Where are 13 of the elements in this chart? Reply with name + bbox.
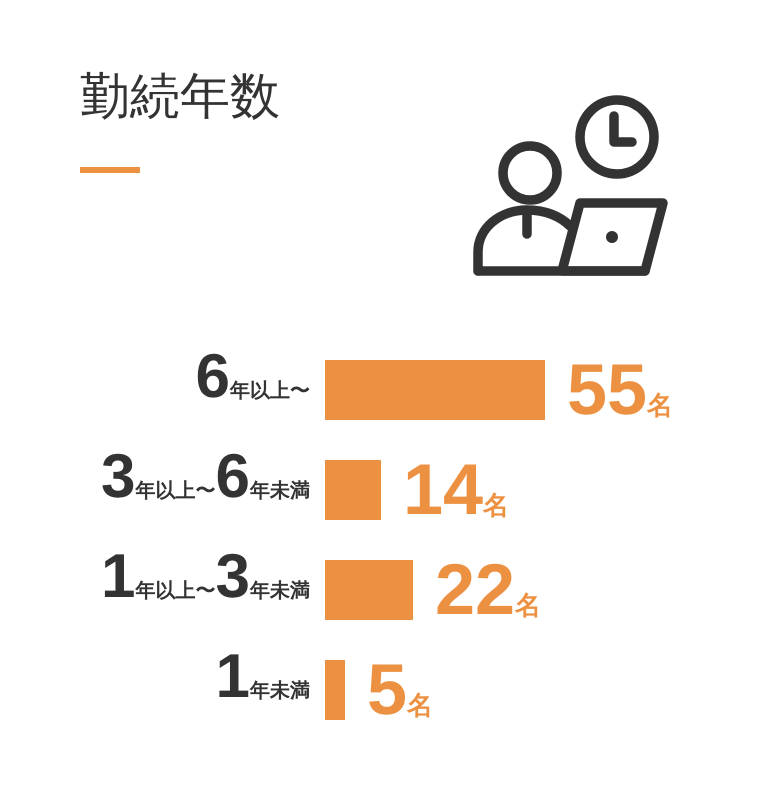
y-tick-label: 6年以上〜 [196,342,310,411]
data-label: 55名 [567,350,674,430]
data-label: 5名 [367,650,434,730]
y-tick-label: 3年以上〜6年未満 [101,442,310,511]
data-label: 14名 [403,450,510,530]
chart-title: 勤続年数 [80,67,280,125]
bar [325,360,545,420]
bar [325,460,381,520]
y-tick-label: 1年以上〜3年未満 [101,542,310,611]
bar [325,660,345,720]
bar [325,560,413,620]
y-tick-label: 1年未満 [216,642,310,711]
data-label: 22名 [435,550,542,630]
